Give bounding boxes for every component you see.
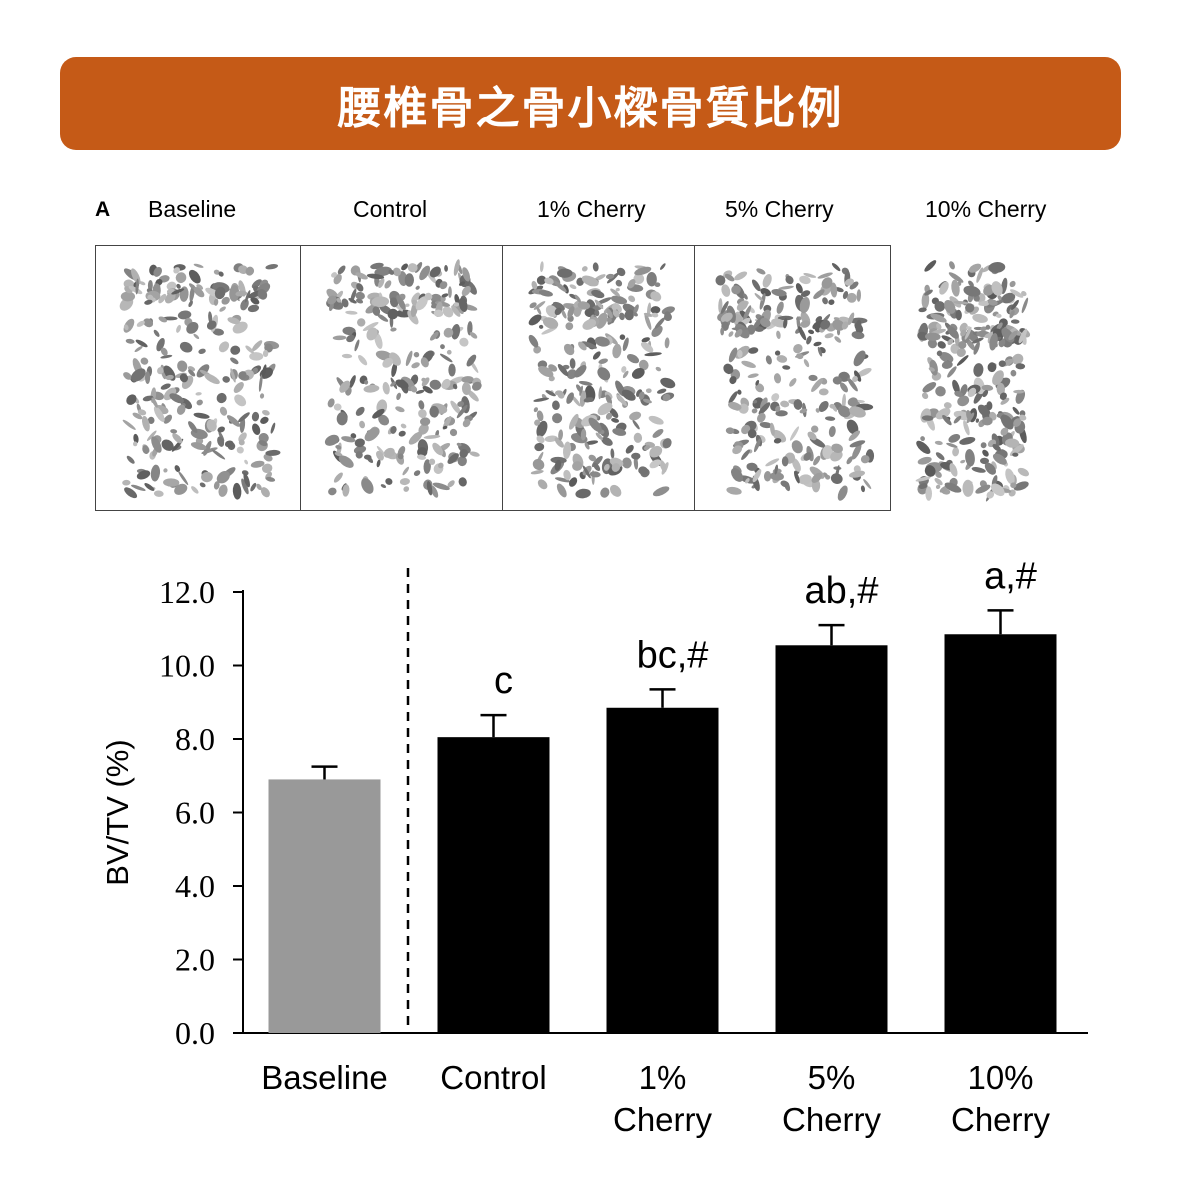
panel-label-10pct-cherry: 10% Cherry: [925, 196, 1047, 222]
significance-label: ab,#: [805, 570, 879, 612]
x-tick-label: Control: [440, 1059, 546, 1096]
bar: [775, 645, 888, 1033]
y-tick-label: 12.0: [159, 574, 215, 610]
panel-label-1pct-cherry: 1% Cherry: [537, 196, 646, 222]
y-axis-label: BV/TV (%): [100, 739, 135, 885]
panel-label-5pct-cherry: 5% Cherry: [725, 196, 834, 222]
x-tick-label: Baseline: [261, 1059, 388, 1096]
y-tick-label: 4.0: [175, 868, 215, 904]
trabecular-bone-texture: [119, 263, 281, 500]
microct-image-control: [301, 246, 503, 510]
bar: [944, 634, 1057, 1033]
page-title: 腰椎骨之骨小樑骨質比例: [337, 82, 844, 134]
trabecular-bone-texture: [715, 263, 875, 501]
y-tick-label: 0.0: [175, 1015, 215, 1051]
microct-image-5pct-cherry: [695, 246, 891, 510]
microct-image-baseline: [96, 246, 301, 510]
panel-letter: A: [95, 198, 111, 221]
x-tick-label: Cherry: [782, 1101, 882, 1138]
significance-label: c: [494, 660, 513, 702]
x-tick-label: 5%: [808, 1059, 856, 1096]
x-tick-label: Cherry: [951, 1101, 1051, 1138]
trabecular-bone-texture: [528, 261, 676, 499]
microct-image-10pct-cherry: [891, 245, 1051, 511]
trabecular-bone-texture: [324, 259, 482, 498]
panel-label-control: Control: [353, 196, 428, 222]
bv-tv-bar-chart: 0.0 2.0 4.0 6.0 8.0 10.0 12.0 BV/TV (%) Baseline…: [100, 555, 1088, 1138]
microct-image-strip: [95, 245, 894, 511]
x-tick-label: 1%: [639, 1059, 687, 1096]
significance-label: bc,#: [637, 634, 709, 676]
x-tick-label: Cherry: [613, 1101, 713, 1138]
panel-label-baseline: Baseline: [148, 196, 237, 222]
x-tick-label: 10%: [967, 1059, 1033, 1096]
y-tick-label: 6.0: [175, 795, 215, 831]
y-tick-label: 10.0: [159, 648, 215, 684]
significance-label: a,#: [984, 555, 1037, 597]
y-tick-label: 8.0: [175, 721, 215, 757]
microct-image-1pct-cherry: [503, 246, 695, 510]
title-banner: 腰椎骨之骨小樑骨質比例: [60, 57, 1121, 150]
bar: [268, 779, 381, 1033]
bar: [606, 707, 719, 1033]
y-tick-label: 2.0: [175, 942, 215, 978]
bar: [437, 737, 550, 1033]
trabecular-bone-texture: [915, 260, 1031, 502]
